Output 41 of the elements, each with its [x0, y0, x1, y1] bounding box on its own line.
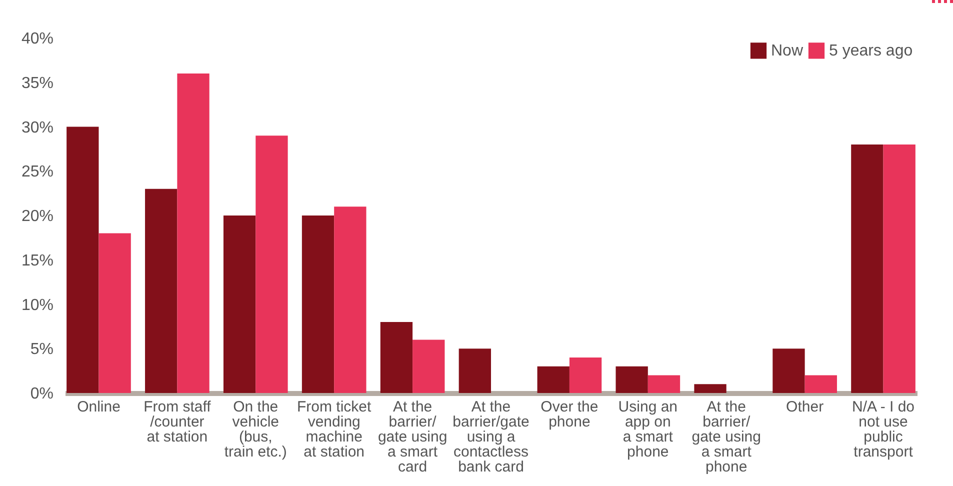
bar: [256, 136, 288, 393]
bar: [772, 348, 805, 393]
bar: [616, 366, 648, 393]
x-tick-label: From staff /counter at station: [144, 398, 212, 446]
x-tick-label: On the vehicle (bus, train etc.): [224, 398, 287, 460]
bar: [694, 384, 726, 393]
bar: [223, 216, 256, 393]
bar: [334, 206, 366, 393]
x-tick-label: At the barrier/ gate using a smart card: [378, 398, 448, 476]
legend-label: 5 years ago: [829, 42, 913, 60]
y-tick-label: 30%: [21, 119, 54, 136]
y-tick-label: 25%: [21, 164, 54, 181]
y-tick-label: 15%: [21, 252, 54, 270]
bar: [648, 375, 680, 393]
bar: [66, 126, 99, 393]
y-tick-label: 0%: [30, 386, 54, 402]
x-tick-label: Other: [786, 398, 824, 416]
x-tick-label: Using an app on a smart phone: [618, 398, 678, 460]
bar: [569, 358, 602, 393]
x-tick-label: At the barrier/gate using a contactless bank card: [452, 398, 530, 476]
bar: [380, 322, 413, 393]
y-tick-label: 35%: [21, 74, 54, 92]
y-tick-label: 5%: [30, 341, 54, 358]
bar: [177, 74, 210, 393]
x-tick-label: Online: [77, 398, 120, 416]
x-tick-label: N/A - I do not use public transport: [852, 398, 915, 460]
bar: [851, 144, 884, 393]
bar: [537, 366, 570, 393]
x-tick-label: From ticket vending machine at station: [297, 398, 372, 460]
bar: [145, 188, 178, 393]
bar: [458, 348, 491, 393]
bar: [412, 340, 445, 393]
y-tick-label: 20%: [21, 208, 54, 225]
bar: [804, 375, 837, 393]
y-tick-label: 10%: [21, 296, 54, 314]
legend-label: Now: [771, 42, 804, 60]
y-tick-label: 40%: [21, 30, 54, 48]
x-tick-label: Over the phone: [540, 398, 598, 430]
bar: [883, 144, 916, 393]
bar: [98, 233, 131, 393]
bar: [302, 216, 334, 393]
